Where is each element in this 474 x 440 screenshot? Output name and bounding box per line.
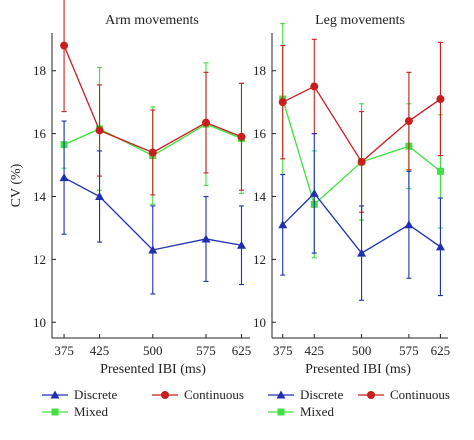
data-point [357,157,366,166]
x-axis-label: Presented IBI (ms) [100,362,206,377]
y-tick-label: 12 [33,252,46,267]
triangle-icon [268,390,294,399]
chart-panel-2: Leg movements 10 12 14 16 18 375 425 500 575 625 Pr… [253,13,450,377]
data-point [237,132,246,141]
legend-label-discrete: Discrete [300,387,344,402]
y-tick-label: 10 [253,315,266,330]
legend-item-discrete: Discrete [42,387,117,403]
x-tick-label: 625 [431,343,451,358]
data-point [404,220,414,229]
legend-item-mixed: Mixed [42,404,108,420]
y-tick-label: 16 [253,126,267,141]
legend-label-discrete: Discrete [74,387,118,402]
data-point [404,117,413,126]
triangle-icon [42,390,68,399]
x-tick-label: 500 [352,343,372,358]
x-tick-label: 625 [232,343,252,358]
legend-label-mixed: Mixed [74,404,108,419]
x-tick-label: 425 [90,343,110,358]
legend-item-continuous: Continuous [358,387,450,403]
y-tick-label: 18 [33,63,46,78]
series-discrete [278,133,445,301]
circle-icon [358,391,384,399]
x-axis-label: Presented IBI (ms) [305,362,411,377]
data-point [310,82,319,91]
data-point [309,188,319,197]
x-tick-label: 375 [54,343,74,358]
data-point [236,240,246,249]
data-point [202,118,210,127]
x-tick-label: 575 [196,343,216,358]
legend-label-mixed: Mixed [300,404,334,419]
x-tick-label: 500 [143,343,163,358]
chart-title: Arm movements [105,13,199,28]
series-continuous [60,0,246,196]
legend-label-continuous: Continuous [390,387,450,402]
y-tick-label: 18 [253,63,266,78]
square-icon [42,408,68,416]
data-point [60,41,69,50]
y-tick-label: 12 [253,252,266,267]
series-discrete [59,120,246,295]
legend-item-mixed: Mixed [268,404,334,420]
data-point [95,126,104,135]
chart-panel-1: Arm movements 10 12 14 16 18 375 425 500 575 625 Pr… [9,0,251,377]
data-point [95,192,105,201]
y-tick-label: 16 [33,126,47,141]
legend-item-discrete: Discrete [268,387,343,403]
y-axis-label: CV (%) [9,163,24,207]
data-point [201,234,211,243]
chart-title: Leg movements [315,13,405,28]
data-point [436,167,444,175]
data-point [436,95,445,104]
x-tick-label: 575 [399,343,419,358]
data-point [435,242,445,251]
y-tick-label: 14 [33,189,47,204]
data-point [278,98,287,107]
data-point [59,173,69,182]
y-tick-label: 14 [253,189,267,204]
x-tick-label: 425 [305,343,325,358]
data-point [148,245,158,254]
square-icon [268,408,294,416]
legend-item-continuous: Continuous [152,387,244,403]
legend-label-continuous: Continuous [184,387,244,402]
circle-icon [152,391,178,399]
data-point [278,220,288,229]
x-tick-label: 375 [273,343,293,358]
y-tick-label: 10 [33,315,46,330]
data-point [148,148,157,157]
data-point [357,248,367,257]
series-continuous [278,38,445,213]
